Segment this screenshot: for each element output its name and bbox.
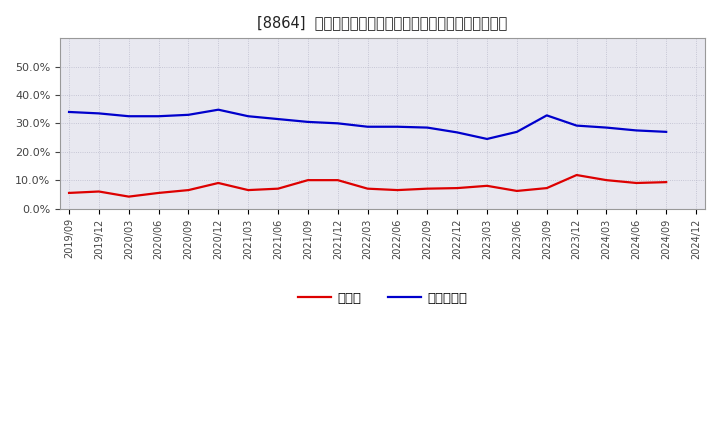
有利子負債 [184,112,193,117]
有利子負債 [632,128,641,133]
有利子負債 [154,114,163,119]
有利子負債 [393,124,402,129]
有利子負債 [572,123,581,128]
Title: [8864]  現預金、有利子負債の総資産に対する比率の推移: [8864] 現預金、有利子負債の総資産に対する比率の推移 [258,15,508,30]
有利子負債 [125,114,133,119]
現預金 [602,177,611,183]
現預金 [632,180,641,186]
現預金 [662,180,670,185]
現預金 [364,186,372,191]
現預金 [513,188,521,194]
現預金 [214,180,222,186]
現預金 [274,186,282,191]
有利子負債 [333,121,342,126]
有利子負債 [94,111,103,116]
有利子負債 [513,129,521,135]
有利子負債 [482,136,491,142]
有利子負債 [244,114,253,119]
有利子負債 [423,125,432,130]
Legend: 現預金, 有利子負債: 現預金, 有利子負債 [292,287,472,310]
現預金 [125,194,133,199]
現預金 [542,185,551,191]
現預金 [184,187,193,193]
有利子負債 [214,107,222,112]
有利子負債 [364,124,372,129]
現預金 [572,172,581,178]
有利子負債 [65,109,73,114]
現預金 [154,190,163,195]
現預金 [94,189,103,194]
Line: 有利子負債: 有利子負債 [69,110,666,139]
現預金 [482,183,491,188]
有利子負債 [304,119,312,125]
Line: 現預金: 現預金 [69,175,666,197]
現預金 [393,187,402,193]
現預金 [453,185,462,191]
現預金 [333,177,342,183]
現預金 [304,177,312,183]
有利子負債 [453,130,462,135]
有利子負債 [662,129,670,135]
有利子負債 [602,125,611,130]
有利子負債 [274,117,282,122]
現預金 [423,186,432,191]
現預金 [65,190,73,195]
有利子負債 [542,113,551,118]
現預金 [244,187,253,193]
